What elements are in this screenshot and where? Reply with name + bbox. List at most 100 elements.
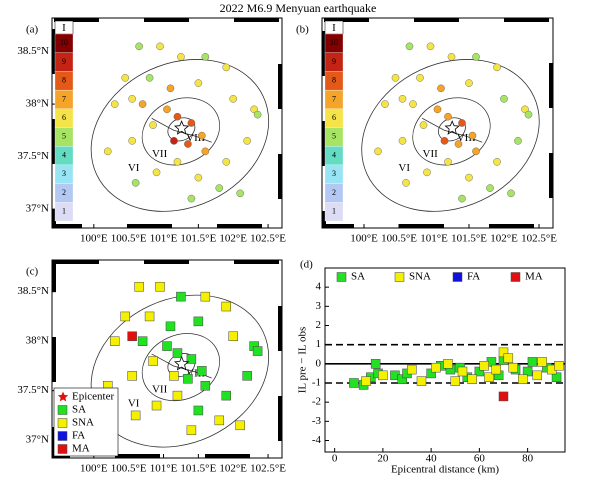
station-dot (128, 95, 136, 103)
station-dot (166, 84, 175, 93)
x-tick-label: 100°E (80, 233, 108, 245)
colorbar-tick-label: 6 (332, 113, 336, 122)
panel-label: (a) (26, 24, 39, 36)
station-square (197, 366, 207, 376)
point (370, 359, 381, 369)
station-square (176, 291, 186, 302)
y-tick-label: 37°N (26, 203, 49, 215)
colorbar-tick-label: 4 (332, 150, 336, 159)
station-square (221, 390, 231, 401)
legend-label: SNA (409, 271, 431, 283)
station-dot (444, 158, 452, 166)
x-tick-label: 102°E (219, 233, 247, 245)
point (407, 364, 417, 375)
station-dot (437, 84, 445, 93)
y-tick-label: -2 (312, 396, 321, 408)
y-tick-label: 37°N (26, 434, 49, 446)
station-dot (458, 194, 466, 203)
contour-label: VI (128, 162, 140, 174)
station-dot (486, 184, 494, 192)
legend-swatch (336, 272, 347, 282)
panel-label: (c) (26, 266, 39, 278)
station-square (252, 346, 263, 356)
station-dot (521, 105, 529, 114)
colorbar-tick-label: 3 (62, 169, 66, 178)
station-dot (514, 137, 522, 145)
point (498, 391, 509, 402)
epicenter (174, 355, 190, 371)
x-tick-label: 101.5°E (180, 463, 216, 475)
colorbar-tick-label: 10 (60, 38, 68, 47)
colorbar-tick-label: 10 (330, 38, 338, 47)
station-square (214, 415, 225, 426)
colorbar-cell (324, 33, 344, 53)
colorbar-tick-label: 2 (332, 188, 336, 197)
station-dot (121, 74, 129, 82)
x-tick-label: 101°E (420, 233, 448, 245)
isoseismal (141, 97, 220, 166)
station-dot (381, 100, 389, 108)
isoseismal (361, 59, 540, 212)
station-dot (173, 112, 182, 121)
colorbar-tick-label: 4 (62, 150, 66, 159)
station-dot (374, 147, 382, 156)
station-dot (416, 74, 424, 82)
epicenter (444, 120, 460, 135)
station-square (228, 331, 238, 341)
x-axis-label: Epicentral distance (km) (391, 464, 499, 476)
station-square (144, 311, 155, 322)
station-dot (398, 95, 407, 103)
y-tick-label: 3 (316, 300, 322, 312)
colorbar-tick-label: 7 (62, 94, 66, 103)
station-dot (222, 63, 231, 72)
x-tick-label: 100.5°E (381, 233, 417, 245)
y-tick-label: 38°N (26, 98, 49, 110)
station-dot (131, 179, 140, 187)
point (508, 362, 518, 373)
isoseismal (412, 97, 491, 166)
station-dot (194, 79, 203, 87)
isoseismal (90, 59, 270, 212)
station-dot (426, 42, 435, 51)
colorbar-tick-label: 2 (62, 188, 66, 197)
station-dot (110, 100, 119, 108)
station-dot (493, 63, 501, 72)
station-square (186, 354, 197, 364)
x-tick-label: 102°E (490, 233, 518, 245)
colorbar-tick-label: 1 (62, 206, 66, 215)
y-axis-label: IL pre − IL obs (297, 327, 309, 393)
station-square (151, 400, 162, 411)
station-dot (472, 53, 480, 61)
colorbar-label: I (332, 22, 336, 34)
station-dot (187, 194, 196, 203)
station-square (186, 425, 197, 436)
station-square (134, 281, 144, 292)
colorbar-tick-label: 9 (62, 57, 66, 66)
station-dot (440, 137, 449, 145)
map-frame (51, 17, 283, 229)
station-square (193, 405, 204, 416)
colorbar-tick-label: 7 (332, 94, 336, 103)
point (551, 372, 562, 382)
point (443, 359, 453, 369)
station-dot (444, 112, 452, 121)
point (527, 357, 538, 367)
y-tick-label: -1 (312, 377, 321, 389)
contour-label: VI (398, 162, 410, 174)
point (467, 374, 477, 384)
point (503, 353, 514, 363)
x-tick-label: 101°E (150, 463, 178, 475)
station-dot (419, 121, 428, 129)
legend-label: FA (467, 271, 480, 283)
x-tick-label: 102°E (219, 463, 247, 475)
point (349, 378, 359, 388)
panel-label: (b) (296, 24, 309, 36)
station-dot (103, 147, 112, 156)
y-tick-label: 37.5°N (17, 384, 49, 396)
station-square (242, 371, 252, 381)
station-square (137, 336, 148, 346)
point (498, 347, 509, 358)
station-dot (465, 173, 473, 182)
y-tick-label: 4 (316, 281, 322, 293)
